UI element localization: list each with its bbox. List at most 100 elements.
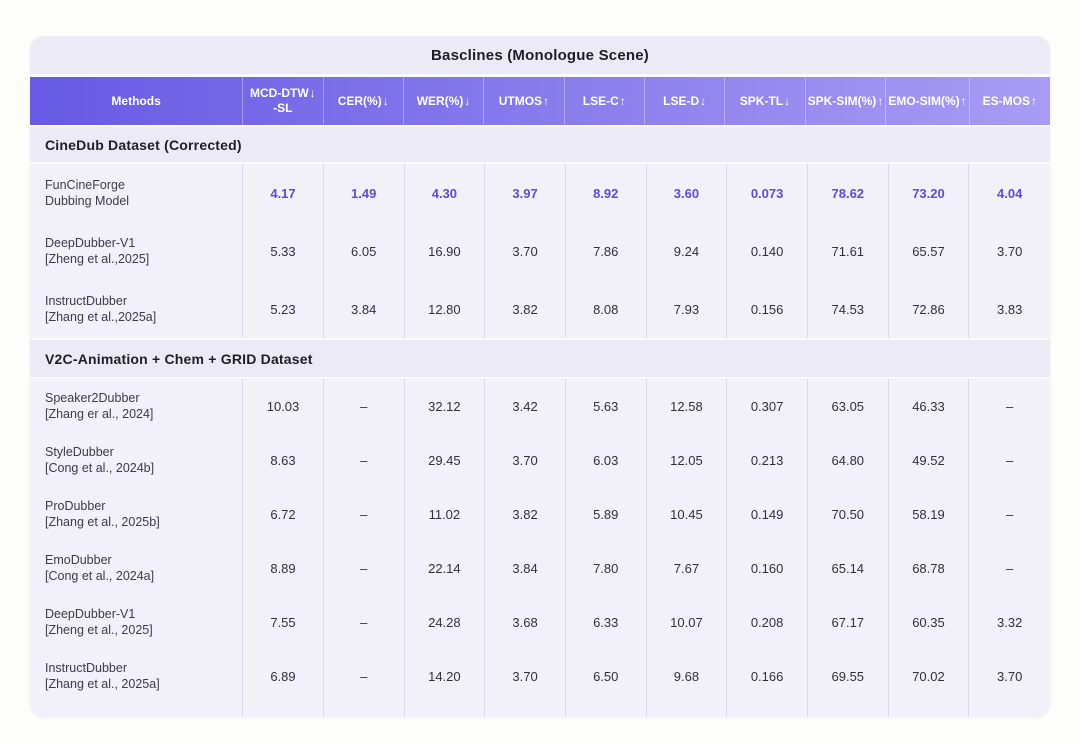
table-row: EmoDubber [Cong et al., 2024a] 8.89–22.14 3… [30,541,1050,595]
method-cell: DeepDubber-V1 [Zheng et al.,2025] [30,222,244,280]
value-cell: 3.70 [485,433,566,487]
table-header-row: Methods MCD-DTW ↓ -SL CER(%) ↓ WER(%) ↓ UTMOS ↑ LS… [30,77,1050,125]
value-cell: 71.61 [808,222,889,280]
value-cell: 9.68 [647,649,728,703]
value-cell: 6.03 [566,433,647,487]
value-cell: 70.02 [889,649,970,703]
table-section: V2C-Animation + Chem + GRID Dataset Speak… [30,338,1050,717]
value-cell: 0.140 [727,222,808,280]
value-cell: 65.14 [808,541,889,595]
column-header-label: MCD-DTW [250,86,309,100]
arrow-up-icon: ↑ [619,93,626,108]
method-name: ProDubber [45,498,106,513]
value-cell: 7.93 [647,280,728,338]
value-cell: 65.57 [889,222,970,280]
value-cell: 3.82 [485,280,566,338]
value-cell: 12.05 [647,433,728,487]
method-cell: DeepDubber-V1 [Zheng et al., 2025] [30,595,244,649]
spacer-cell [30,703,244,717]
method-citation: [Zhang er al., 2024] [45,407,154,421]
value-cell: 7.80 [566,541,647,595]
method-cell: Speaker2Dubber [Zhang er al., 2024] [30,379,244,433]
value-cell: 74.53 [808,280,889,338]
value-cell: 6.50 [566,649,647,703]
value-cell: 10.07 [647,595,728,649]
value-cell: 4.30 [405,164,486,222]
column-header-label: LSE-D [663,93,700,108]
section-heading: CineDub Dataset (Corrected) [30,125,1050,164]
value-cell: – [324,379,405,433]
column-header-label: SPK-SIM(%) [807,93,877,108]
method-name: DeepDubber-V1 [45,235,136,250]
spacer-cell [889,703,970,717]
spacer-cell [969,703,1050,717]
spacer-cell [647,703,728,717]
value-cell: 4.17 [243,164,324,222]
value-cell: 0.156 [727,280,808,338]
spacer-cell [808,703,889,717]
method-name: InstructDubber [45,660,127,675]
value-cell: 3.32 [997,614,1023,630]
column-header-es-mos: ES-MOS ↑ [970,77,1050,125]
arrow-up-icon: ↑ [877,93,884,108]
value-cell: – [1006,452,1014,468]
value-cell: – [324,595,405,649]
value-cell: 10.45 [647,487,728,541]
column-header-mcd-dtw: MCD-DTW ↓ -SL [243,77,324,125]
table-row: Speaker2Dubber [Zhang er al., 2024] 10.03–… [30,379,1050,433]
value-cell: – [324,649,405,703]
value-cell: 49.52 [889,433,970,487]
arrow-down-icon: ↓ [464,93,471,108]
column-header-spk-sim-: SPK-SIM(%) ↑ [806,77,887,125]
section-heading: V2C-Animation + Chem + GRID Dataset [30,338,1050,379]
value-cell: 10.03 [243,379,324,433]
method-name: FunCineForge [45,177,125,192]
arrow-down-icon: ↓ [309,86,316,100]
arrow-up-icon: ↑ [960,93,967,108]
value-cell: – [1006,506,1014,522]
value-cell: 3.82 [485,487,566,541]
table-body: CineDub Dataset (Corrected) FunCineForge D… [30,125,1050,717]
method-cell: EmoDubber [Cong et al., 2024a] [30,541,244,595]
column-header-methods: Methods [30,77,244,125]
method-citation: [Cong et al., 2024b] [45,461,155,475]
column-header-spk-tl: SPK-TL ↓ [725,77,806,125]
value-cell: 3.60 [647,164,728,222]
spacer-cell [324,703,405,717]
value-cell: 16.90 [405,222,486,280]
value-cell: 3.70 [997,668,1023,684]
column-header-label: EMO-SIM(%) [888,93,960,108]
method-citation: Dubbing Model [45,194,130,208]
spacer-cell [243,703,324,717]
section-rows: Speaker2Dubber [Zhang er al., 2024] 10.03–… [30,379,1050,717]
table-row: FunCineForge Dubbing Model 4.17 1.49 4.30 3.9… [30,164,1050,222]
value-cell: 7.86 [566,222,647,280]
method-cell: StyleDubber [Cong et al., 2024b] [30,433,244,487]
value-cell: 7.55 [243,595,324,649]
value-cell: 3.97 [485,164,566,222]
value-cell: 0.307 [727,379,808,433]
value-cell: 0.160 [727,541,808,595]
value-cell: – [1006,398,1014,414]
value-cell: 73.20 [889,164,970,222]
value-cell: – [1006,560,1014,576]
column-header-label: CER(%) [337,93,382,108]
method-name: StyleDubber [45,444,114,459]
section-rows: FunCineForge Dubbing Model 4.17 1.49 4.30 3.9… [30,164,1050,338]
value-cell: 24.28 [405,595,486,649]
value-cell: 72.86 [889,280,970,338]
value-cell: 5.63 [566,379,647,433]
method-citation: [Zhang et al., 2025b] [45,515,160,529]
spacer-cell [566,703,647,717]
table-row: DeepDubber-V1 [Zheng et al.,2025] 5.33 6.05… [30,222,1050,280]
value-cell: 8.89 [243,541,324,595]
method-cell: ProDubber [Zhang et al., 2025b] [30,487,244,541]
value-cell: 5.23 [243,280,324,338]
method-citation: [Cong et al., 2024a] [45,569,155,583]
value-cell: 3.70 [485,649,566,703]
value-cell: 0.166 [727,649,808,703]
table-row: StyleDubber [Cong et al., 2024b] 8.63–29.4… [30,433,1050,487]
column-header-label: ES-MOS [982,93,1030,108]
value-cell: 22.14 [405,541,486,595]
arrow-down-icon: ↓ [382,93,389,108]
